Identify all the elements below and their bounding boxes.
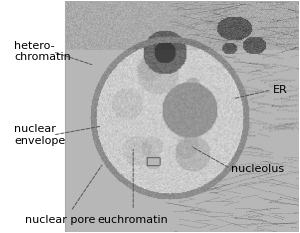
Bar [65, 1, 298, 232]
Text: nuclear pore: nuclear pore [25, 215, 95, 225]
Text: ER: ER [273, 85, 288, 95]
Text: euchromatin: euchromatin [98, 215, 169, 225]
Text: nucleolus: nucleolus [232, 164, 285, 174]
Text: hetero-
chromatin: hetero- chromatin [14, 41, 71, 62]
Text: nuclear
envelope: nuclear envelope [14, 124, 65, 146]
